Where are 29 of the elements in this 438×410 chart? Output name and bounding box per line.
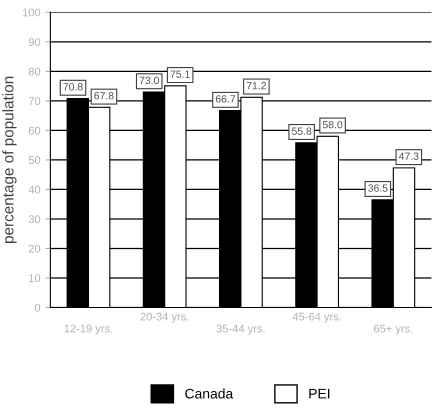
data-label: 66.7	[216, 95, 236, 103]
x-tick-label: 12-19 yrs.	[64, 324, 112, 335]
y-tick-label: 10	[29, 274, 40, 282]
data-label: 36.5	[368, 184, 388, 192]
data-label: 75.1	[170, 70, 190, 78]
y-tick-label: 70	[28, 97, 40, 105]
y-tick-label: 90	[28, 38, 40, 46]
y-tick-label: 60	[28, 126, 40, 135]
x-tick-label: 65+ yrs.	[374, 324, 412, 335]
data-label: 71.2	[246, 82, 266, 90]
legend-label: PEI	[309, 388, 330, 398]
y-tick-label: 100	[22, 8, 40, 16]
x-tick-label: 45-64 yrs.	[292, 312, 341, 323]
data-label: 73.0	[140, 76, 159, 84]
data-label: 47.3	[398, 152, 418, 160]
y-tick-label: 20	[28, 244, 40, 253]
y-tick-label: 80	[28, 68, 40, 76]
y-tick-label: 40	[28, 186, 40, 194]
data-label: 58.0	[322, 120, 342, 128]
data-label: 55.8	[292, 127, 312, 135]
legend-label: Canada	[185, 388, 234, 399]
y-axis-title: percentage of population	[2, 76, 17, 243]
y-tick-label: 30	[28, 215, 40, 224]
x-tick-label: 35-44 yrs.	[216, 324, 265, 335]
x-tick-label: 20-34 yrs.	[140, 312, 188, 323]
y-tick-label: 0	[34, 304, 40, 312]
data-label: 70.8	[63, 83, 83, 91]
y-tick-label: 50	[28, 156, 40, 164]
data-label: 67.8	[94, 92, 114, 100]
